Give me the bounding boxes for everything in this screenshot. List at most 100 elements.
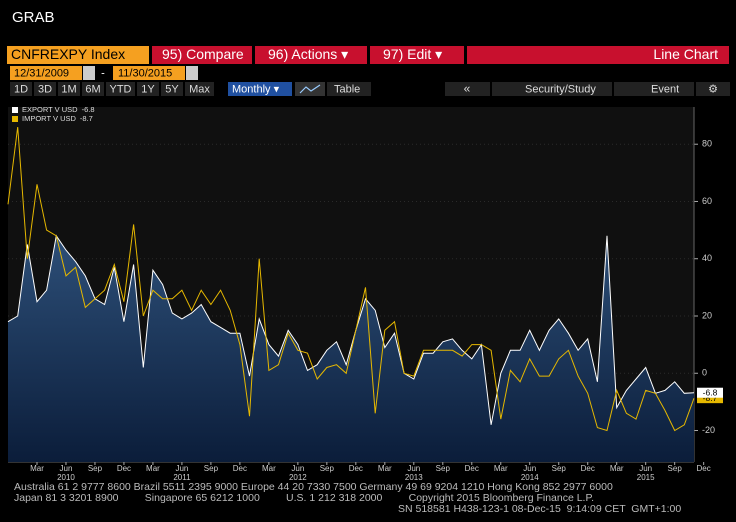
security-field[interactable] [7, 46, 149, 64]
line-chart-icon[interactable] [295, 82, 325, 96]
year-label: 2013 [405, 473, 423, 482]
footer-line: Japan 81 3 3201 8900 Singapore 65 6212 1… [14, 492, 594, 504]
x-tick-label: Mar [494, 464, 508, 473]
period-label: 1D [14, 83, 28, 95]
chart: -20 0 20 40 60 80 Mar Jun Sep Dec Mar Jun Sep Dec Mar J… [7, 105, 723, 482]
period-button[interactable] [58, 82, 80, 96]
window-title: GRAB [12, 9, 55, 26]
x-tick-label: Sep [204, 464, 219, 473]
button-label: 97) Edit ▾ [383, 46, 442, 62]
y-tick-label: 0 [702, 368, 707, 378]
year-label: 2011 [173, 473, 191, 482]
period-button[interactable] [137, 82, 159, 96]
x-tick-label: Mar [30, 464, 44, 473]
view-label: Line Chart [653, 46, 718, 62]
x-tick-label: Dec [465, 464, 479, 473]
period-button[interactable] [161, 82, 183, 96]
legend-value: -6.8 [82, 105, 95, 114]
line [7, 126, 695, 432]
legend-swatch [12, 107, 18, 113]
period-label: 1Y [141, 83, 155, 95]
period-button[interactable] [34, 82, 56, 96]
last-value-tag [697, 387, 723, 398]
period-button[interactable] [82, 82, 104, 96]
settings-button[interactable] [696, 82, 730, 96]
period-label: 3D [38, 83, 52, 95]
period-label: 5Y [165, 83, 179, 95]
period-label: YTD [110, 83, 132, 95]
y-tick-label: 80 [702, 139, 712, 149]
x-tick-label: Sep [88, 464, 103, 473]
last-value-label: -8.7 [703, 393, 718, 403]
button-label: 96) Actions ▾ [268, 46, 348, 62]
event-button[interactable] [614, 82, 694, 96]
y-tick-label: 20 [702, 310, 712, 320]
x-tick-label: Sep [436, 464, 451, 473]
year-label: 2015 [637, 473, 655, 482]
start-date-field[interactable] [10, 66, 82, 80]
x-tick-label: Jun [175, 464, 188, 473]
x-tick-label: Mar [262, 464, 276, 473]
y-tick-label: 60 [702, 196, 712, 206]
legend-value: -8.7 [80, 114, 93, 123]
security-study-label: Security/Study [525, 83, 596, 95]
frequency-label: Monthly ▾ [232, 83, 280, 95]
x-tick-label: Sep [552, 464, 567, 473]
view-bar [467, 46, 729, 64]
end-date-field[interactable] [113, 66, 185, 80]
year-label: 2010 [57, 473, 75, 482]
icon: ⚙ [708, 83, 718, 95]
x-tick-label: Jun [291, 464, 304, 473]
icon: « [464, 82, 471, 96]
edit-button[interactable] [370, 46, 464, 64]
frequency-button[interactable] [228, 82, 292, 96]
period-button[interactable] [185, 82, 214, 96]
security-study-button[interactable] [492, 82, 612, 96]
icon [299, 84, 321, 94]
x-tick-label: Mar [146, 464, 160, 473]
legend-label: IMPORT V USD [22, 114, 76, 123]
table-button[interactable] [327, 82, 371, 96]
y-tick-label: -20 [702, 425, 715, 435]
legend-label: EXPORT V USD [22, 105, 78, 114]
year-label: 2012 [289, 473, 307, 482]
table-label: Table [334, 83, 360, 95]
actions-button[interactable] [255, 46, 367, 64]
x-tick-label: Mar [378, 464, 392, 473]
x-tick-label: Mar [610, 464, 624, 473]
back-button[interactable] [445, 82, 490, 96]
period-label: 6M [85, 83, 100, 95]
x-tick-label: Dec [117, 464, 131, 473]
last-value-label: -6.8 [703, 387, 718, 397]
separator: - [101, 67, 105, 79]
x-tick-label: Jun [407, 464, 420, 473]
x-tick-label: Dec [581, 464, 595, 473]
compare-button[interactable] [152, 46, 252, 64]
event-label: Event [651, 83, 679, 95]
x-tick-label: Jun [639, 464, 652, 473]
period-button[interactable] [10, 82, 32, 96]
footer-line: Australia 61 2 9777 8600 Brazil 5511 239… [14, 481, 613, 493]
year-label: 2014 [521, 473, 539, 482]
x-tick-label: Jun [523, 464, 536, 473]
x-tick-label: Sep [668, 464, 683, 473]
footer-line: SN 518581 H438-123-1 08-Dec-15 9:14:09 C… [398, 503, 681, 515]
last-value-tag [697, 393, 723, 404]
x-tick-label: Dec [697, 464, 711, 473]
security-text: CNFREXPY Index [11, 46, 125, 62]
x-tick-label: Dec [233, 464, 247, 473]
calendar-icon[interactable] [186, 66, 198, 80]
start-date: 12/31/2009 [14, 67, 69, 79]
legend-swatch [12, 116, 18, 122]
period-buttons: 1D 3D 1M 6M YTD 1Y 5Y Max [10, 82, 214, 96]
button-label: 95) Compare [162, 46, 244, 62]
y-tick-label: 40 [702, 253, 712, 263]
x-tick-label: Dec [349, 464, 363, 473]
calendar-icon[interactable] [83, 66, 95, 80]
x-tick-label: Jun [60, 464, 73, 473]
end-date: 11/30/2015 [118, 67, 172, 79]
period-button[interactable] [106, 82, 135, 96]
period-label: Max [189, 83, 210, 95]
period-label: 1M [61, 83, 76, 95]
